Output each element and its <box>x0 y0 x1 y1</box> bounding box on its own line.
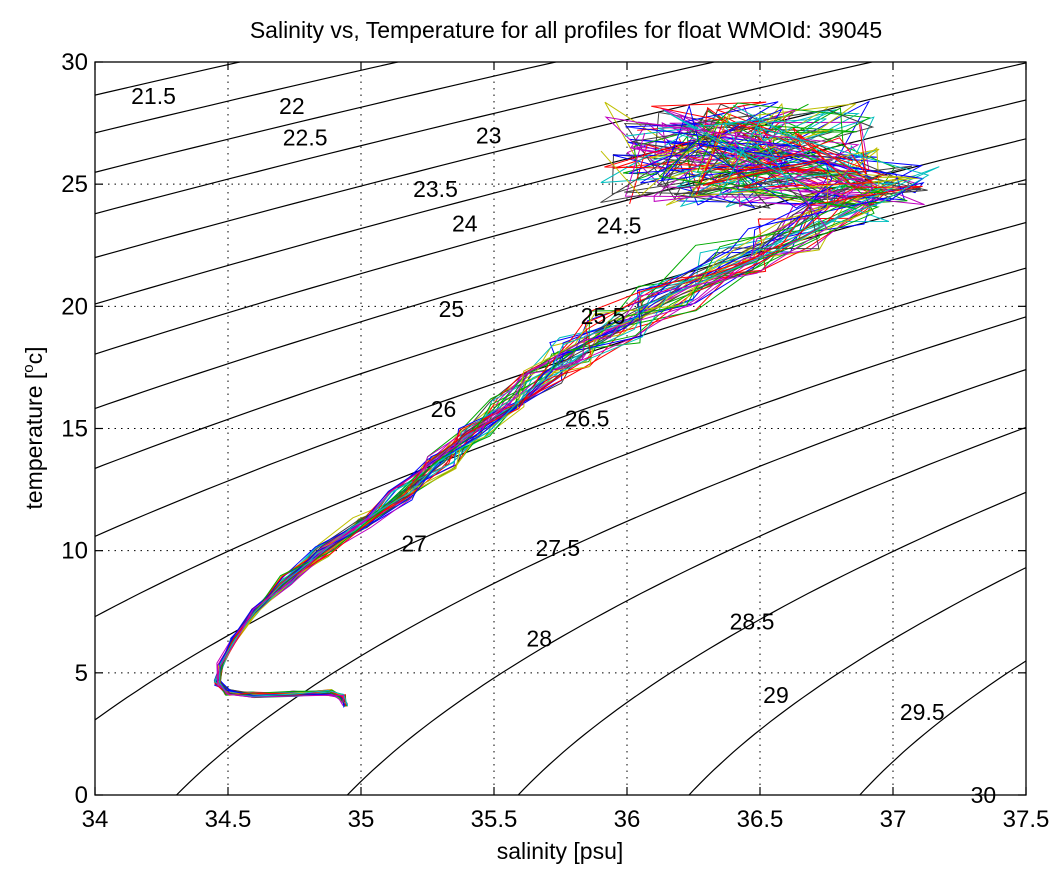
y-axis-title: temperature [oc] <box>20 346 47 509</box>
density-contour-label: 23 <box>476 122 502 148</box>
x-tick-label: 35 <box>348 806 375 833</box>
profile-line <box>217 113 920 704</box>
density-contour-label: 24 <box>452 210 478 236</box>
profile-line <box>218 101 833 708</box>
y-tick-label: 20 <box>61 293 88 320</box>
profile-line <box>217 121 875 703</box>
density-contour <box>95 178 1026 470</box>
profile-line <box>219 102 885 703</box>
y-tick-label: 5 <box>75 660 88 687</box>
density-contour-label: 25.5 <box>581 303 626 329</box>
density-contour-label: 27 <box>401 530 427 556</box>
density-contour-label: 26.5 <box>565 406 610 432</box>
x-tick-label: 35.5 <box>471 806 518 833</box>
density-contour <box>95 62 1026 305</box>
density-contour-label: 23.5 <box>413 176 458 202</box>
density-contour <box>859 660 1026 795</box>
density-contour <box>95 62 717 215</box>
x-tick-label: 34 <box>82 806 109 833</box>
density-contour <box>346 426 1026 795</box>
density-contour-label: 22 <box>279 93 305 119</box>
y-axis-title-main: temperature [ <box>21 372 47 509</box>
x-tick-labels: 34 34.5 35 35.5 36 36.5 37 37.5 <box>82 806 1050 833</box>
density-contour-label: 29.5 <box>900 699 945 725</box>
y-axis-title-end: c] <box>21 346 47 364</box>
x-axis-title: salinity [psu] <box>497 838 624 864</box>
density-contour <box>95 62 559 173</box>
x-tick-label: 37 <box>880 806 907 833</box>
profile-lines <box>213 100 940 708</box>
density-contour-label: 29 <box>763 682 789 708</box>
y-tick-label: 10 <box>61 538 88 565</box>
y-tick-label: 30 <box>61 49 88 76</box>
density-contour-label: 28.5 <box>730 609 775 635</box>
density-contour <box>95 221 1026 538</box>
x-tick-label: 36 <box>614 806 641 833</box>
density-contour <box>95 138 1026 410</box>
y-tick-label: 15 <box>61 416 88 443</box>
density-contour <box>688 566 1026 795</box>
y-tick-labels: 0 5 10 15 20 25 30 <box>61 49 88 809</box>
x-tick-label: 37.5 <box>1003 806 1050 833</box>
density-contour-label: 24.5 <box>597 213 642 239</box>
density-contour-label: 22.5 <box>283 125 328 151</box>
profile-line <box>219 110 930 707</box>
density-contour-label: 25 <box>439 296 465 322</box>
y-tick-label: 25 <box>61 171 88 198</box>
density-contour-label: 28 <box>526 626 552 652</box>
y-axis-title-superscript: o <box>20 364 37 372</box>
density-contour-label: 21.5 <box>131 83 176 109</box>
density-contour <box>95 316 1026 721</box>
density-contour <box>95 267 1026 618</box>
axis-ticks <box>94 61 1027 796</box>
chart-title: Salinity vs, Temperature for all profile… <box>250 17 882 43</box>
x-tick-label: 34.5 <box>205 806 252 833</box>
density-contour <box>176 368 1026 795</box>
density-contour <box>95 62 875 259</box>
density-contour-label: 26 <box>431 396 457 422</box>
density-contour-labels: 21.5 22 22.5 23 23.5 24 24.5 25 25.5 26 26.5 27 27.5… <box>131 83 996 808</box>
x-tick-label: 36.5 <box>737 806 784 833</box>
density-contour-label: 27.5 <box>535 535 580 561</box>
y-tick-label: 0 <box>75 782 88 809</box>
density-contour <box>517 491 1026 795</box>
